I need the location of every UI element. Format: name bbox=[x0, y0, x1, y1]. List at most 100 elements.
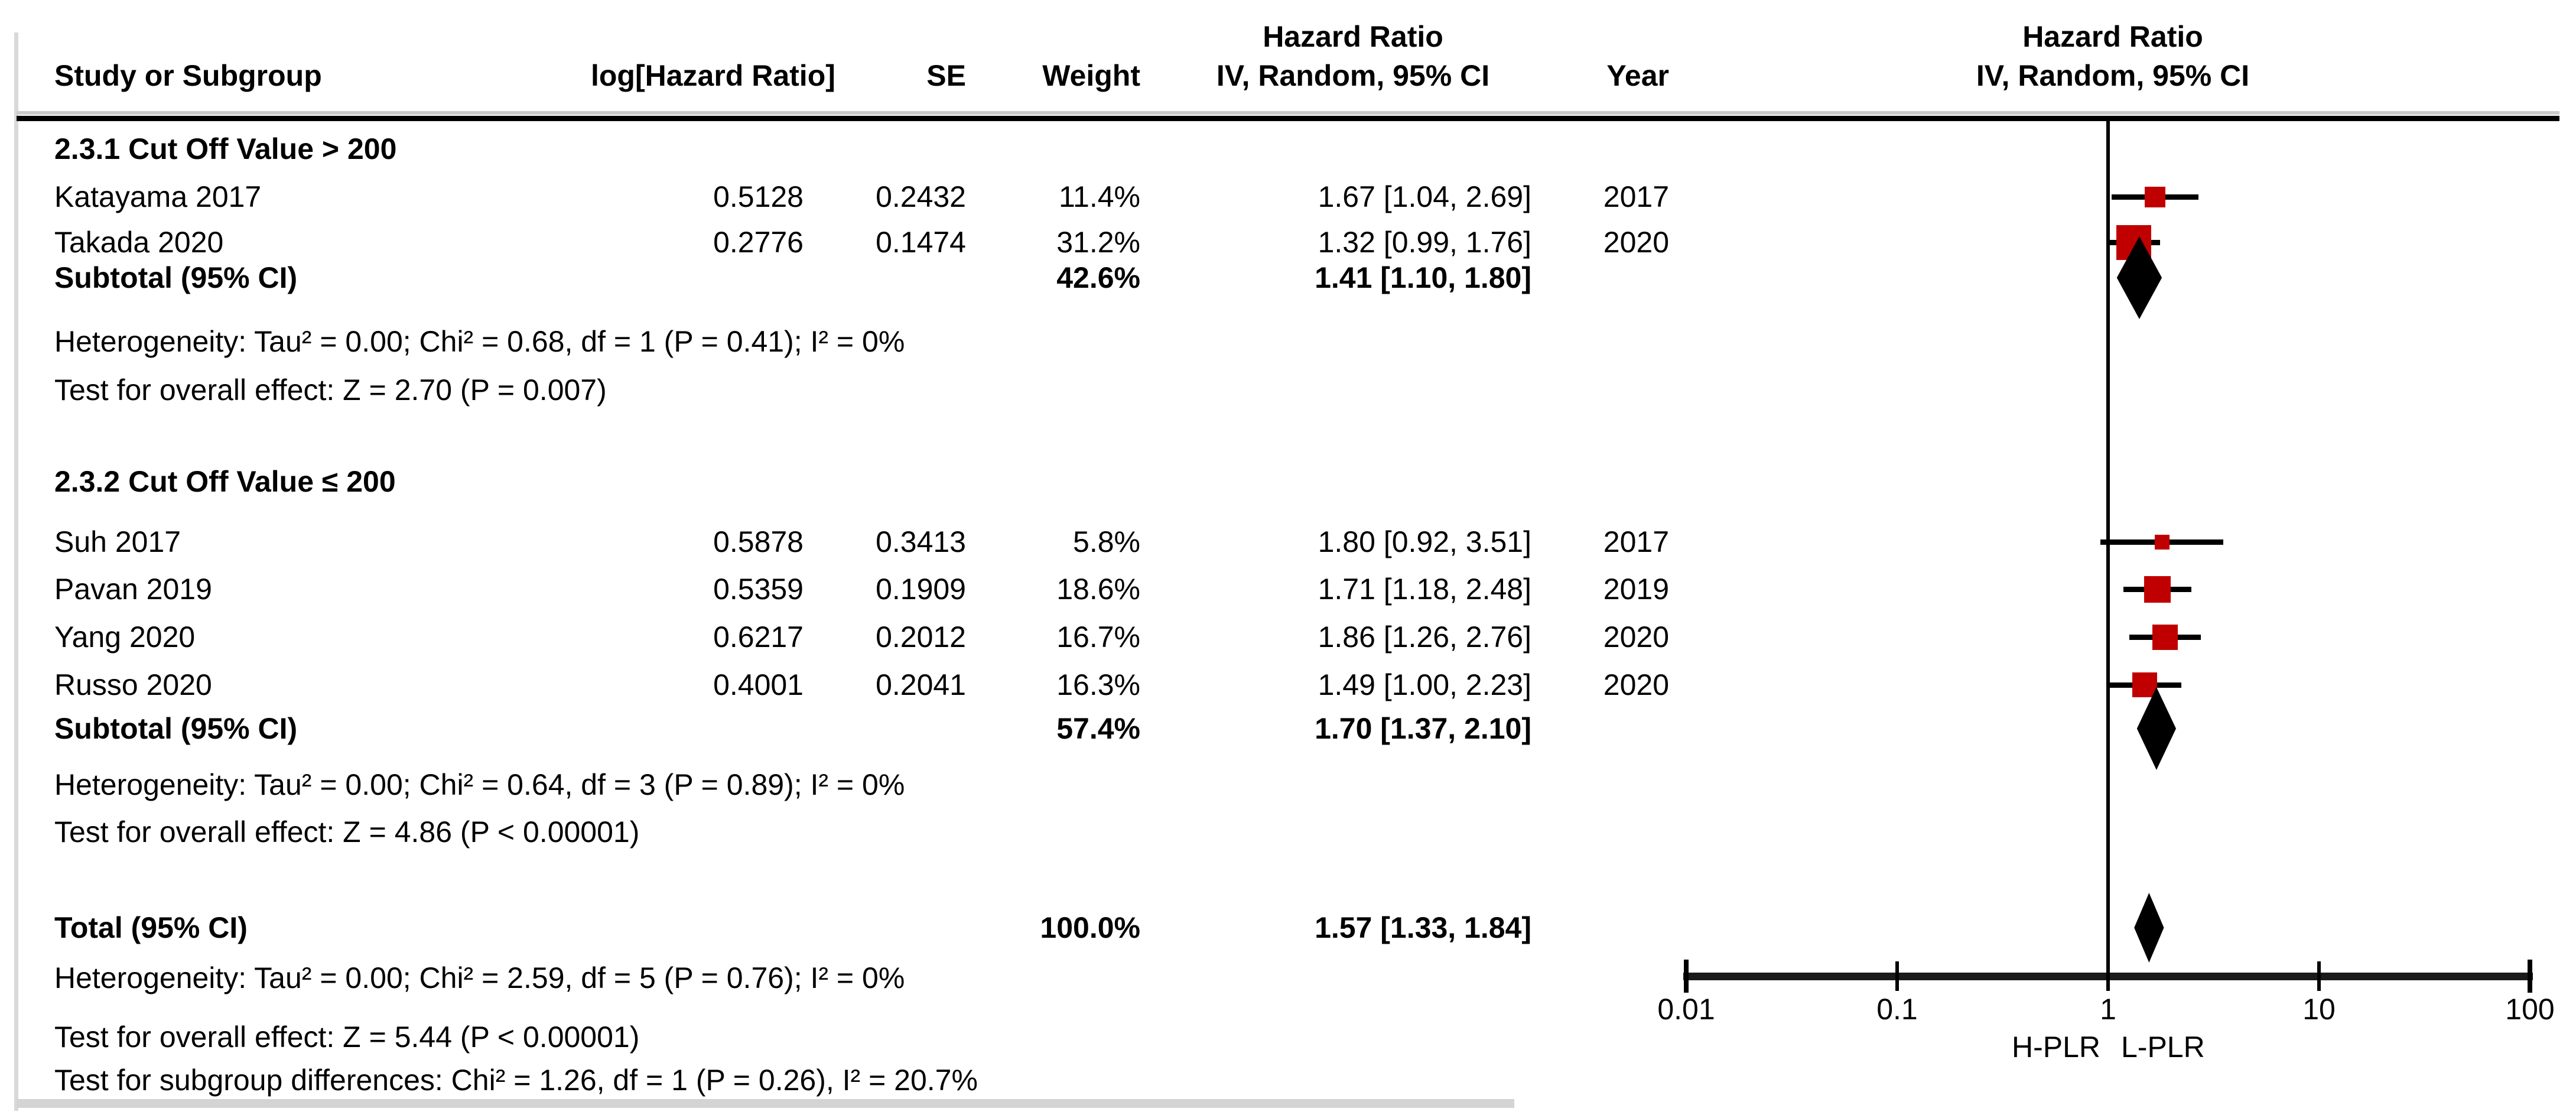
study-square bbox=[2132, 672, 2157, 697]
study-loghr: 0.5878 bbox=[713, 525, 804, 558]
subtotal-weight: 57.4% bbox=[1056, 712, 1140, 745]
x-axis-tick-label: 100 bbox=[2505, 993, 2555, 1026]
overall-effect-2-row: Test for overall effect: Z = 4.86 (P < 0… bbox=[0, 811, 2576, 853]
subtotal-diamond bbox=[2136, 687, 2177, 770]
study-name: Pavan 2019 bbox=[54, 573, 212, 606]
col-header-loghr: log[Hazard Ratio] bbox=[591, 59, 835, 92]
x-axis-tick bbox=[1684, 960, 1689, 993]
axis-label-right: L-PLR bbox=[2121, 1031, 2205, 1064]
study-se: 0.2012 bbox=[876, 620, 966, 654]
bottom-edge-shadow bbox=[17, 1099, 1514, 1108]
study-year: 2020 bbox=[1603, 668, 1669, 701]
col-header-study: Study or Subgroup bbox=[54, 59, 322, 92]
study-weight: 16.3% bbox=[1056, 668, 1140, 701]
study-year: 2020 bbox=[1603, 620, 1669, 654]
study-ci: 1.71 [1.18, 2.48] bbox=[1318, 573, 1531, 606]
subtotal-label: Subtotal (95% CI) bbox=[54, 261, 298, 294]
study-loghr: 0.5359 bbox=[713, 573, 804, 606]
table-row-suh: Suh 2017 0.5878 0.3413 5.8% 1.80 [0.92, … bbox=[0, 521, 2576, 563]
table-row-takada: Takada 2020 0.2776 0.1474 31.2% 1.32 [0.… bbox=[0, 221, 2576, 264]
col-header-year: Year bbox=[1606, 59, 1669, 92]
col-header-se: SE bbox=[926, 59, 966, 92]
study-se: 0.2432 bbox=[876, 180, 966, 213]
study-name: Suh 2017 bbox=[54, 525, 181, 558]
study-year: 2020 bbox=[1603, 226, 1669, 259]
subtotal-weight: 42.6% bbox=[1056, 261, 1140, 294]
study-weight: 16.7% bbox=[1056, 620, 1140, 654]
table-row-yang: Yang 2020 0.6217 0.2012 16.7% 1.86 [1.26… bbox=[0, 616, 2576, 658]
subtotal-2-row: Subtotal (95% CI) 57.4% 1.70 [1.37, 2.10… bbox=[0, 707, 2576, 750]
study-square bbox=[2152, 624, 2178, 650]
total-diamond bbox=[2134, 893, 2164, 963]
study-name: Yang 2020 bbox=[54, 620, 196, 654]
total-heterogeneity-row: Heterogeneity: Tau² = 0.00; Chi² = 2.59,… bbox=[0, 957, 2576, 999]
subgroup-1-title: 2.3.1 Cut Off Value > 200 bbox=[54, 132, 397, 165]
axis-label-left: H-PLR bbox=[2011, 1031, 2100, 1064]
study-se: 0.2041 bbox=[876, 668, 966, 701]
heterogeneity-2-row: Heterogeneity: Tau² = 0.00; Chi² = 0.64,… bbox=[0, 763, 2576, 806]
study-ci: 1.67 [1.04, 2.69] bbox=[1318, 180, 1531, 213]
subtotal-ci: 1.70 [1.37, 2.10] bbox=[1315, 712, 1531, 745]
study-se: 0.3413 bbox=[876, 525, 966, 558]
overall-effect-text: Test for overall effect: Z = 5.44 (P < 0… bbox=[54, 1020, 640, 1054]
col-header-ci: IV, Random, 95% CI bbox=[1216, 59, 1490, 92]
total-label: Total (95% CI) bbox=[54, 911, 248, 944]
x-axis-tick-label: 1 bbox=[2100, 993, 2116, 1026]
x-axis-tick bbox=[2106, 961, 2110, 991]
x-axis-tick-label: 0.1 bbox=[1876, 993, 1918, 1026]
heterogeneity-text: Heterogeneity: Tau² = 0.00; Chi² = 0.64,… bbox=[54, 768, 905, 801]
study-weight: 5.8% bbox=[1073, 525, 1140, 558]
header-row-2: Study or Subgroup log[Hazard Ratio] SE W… bbox=[0, 54, 2576, 97]
study-ci: 1.49 [1.00, 2.23] bbox=[1318, 668, 1531, 701]
study-year: 2017 bbox=[1603, 180, 1669, 213]
header-row-1: Hazard Ratio Hazard Ratio bbox=[0, 15, 2576, 58]
table-row-katayama: Katayama 2017 0.5128 0.2432 11.4% 1.67 [… bbox=[0, 175, 2576, 218]
study-name: Katayama 2017 bbox=[54, 180, 262, 213]
table-row-russo: Russo 2020 0.4001 0.2041 16.3% 1.49 [1.0… bbox=[0, 664, 2576, 706]
study-ci: 1.80 [0.92, 3.51] bbox=[1318, 525, 1531, 558]
subgroup-1-title-row: 2.3.1 Cut Off Value > 200 bbox=[0, 128, 2576, 170]
x-axis-tick bbox=[1895, 961, 1899, 991]
hr-column-title: Hazard Ratio bbox=[1263, 20, 1443, 53]
col-header-plot-ci: IV, Random, 95% CI bbox=[1976, 59, 2250, 92]
study-square bbox=[2154, 534, 2170, 550]
heterogeneity-text: Heterogeneity: Tau² = 0.00; Chi² = 0.68,… bbox=[54, 325, 905, 358]
study-loghr: 0.5128 bbox=[713, 180, 804, 213]
study-name: Takada 2020 bbox=[54, 226, 224, 259]
study-ci: 1.86 [1.26, 2.76] bbox=[1318, 620, 1531, 654]
subgroup-differences-text: Test for subgroup differences: Chi² = 1.… bbox=[54, 1064, 978, 1097]
study-se: 0.1474 bbox=[876, 226, 966, 259]
study-loghr: 0.4001 bbox=[713, 668, 804, 701]
overall-effect-text: Test for overall effect: Z = 2.70 (P = 0… bbox=[54, 373, 607, 407]
header-rule-shadow bbox=[17, 111, 2559, 115]
study-square bbox=[2145, 186, 2165, 207]
study-ci: 1.32 [0.99, 1.76] bbox=[1318, 226, 1531, 259]
study-year: 2019 bbox=[1603, 573, 1669, 606]
subtotal-label: Subtotal (95% CI) bbox=[54, 712, 298, 745]
total-ci: 1.57 [1.33, 1.84] bbox=[1315, 911, 1531, 944]
header-rule bbox=[17, 116, 2559, 121]
study-se: 0.1909 bbox=[876, 573, 966, 606]
study-weight: 18.6% bbox=[1056, 573, 1140, 606]
x-axis-tick bbox=[2317, 961, 2321, 991]
subtotal-1-row: Subtotal (95% CI) 42.6% 1.41 [1.10, 1.80… bbox=[0, 256, 2576, 299]
overall-effect-1-row: Test for overall effect: Z = 2.70 (P = 0… bbox=[0, 369, 2576, 411]
subgroup-2-title-row: 2.3.2 Cut Off Value ≤ 200 bbox=[0, 460, 2576, 503]
study-loghr: 0.6217 bbox=[713, 620, 804, 654]
subgroup-differences-row: Test for subgroup differences: Chi² = 1.… bbox=[0, 1059, 2576, 1101]
total-overall-effect-row: Test for overall effect: Z = 5.44 (P < 0… bbox=[0, 1016, 2576, 1058]
study-weight: 31.2% bbox=[1056, 226, 1140, 259]
heterogeneity-1-row: Heterogeneity: Tau² = 0.00; Chi² = 0.68,… bbox=[0, 320, 2576, 363]
total-weight: 100.0% bbox=[1040, 911, 1140, 944]
x-axis-tick bbox=[2528, 960, 2532, 993]
null-effect-line bbox=[2106, 121, 2110, 973]
heterogeneity-text: Heterogeneity: Tau² = 0.00; Chi² = 2.59,… bbox=[54, 961, 905, 994]
total-row: Total (95% CI) 100.0% 1.57 [1.33, 1.84] bbox=[0, 906, 2576, 949]
subgroup-2-title: 2.3.2 Cut Off Value ≤ 200 bbox=[54, 465, 396, 498]
table-row-pavan: Pavan 2019 0.5359 0.1909 18.6% 1.71 [1.1… bbox=[0, 568, 2576, 610]
subtotal-ci: 1.41 [1.10, 1.80] bbox=[1315, 261, 1531, 294]
study-loghr: 0.2776 bbox=[713, 226, 804, 259]
study-name: Russo 2020 bbox=[54, 668, 212, 701]
